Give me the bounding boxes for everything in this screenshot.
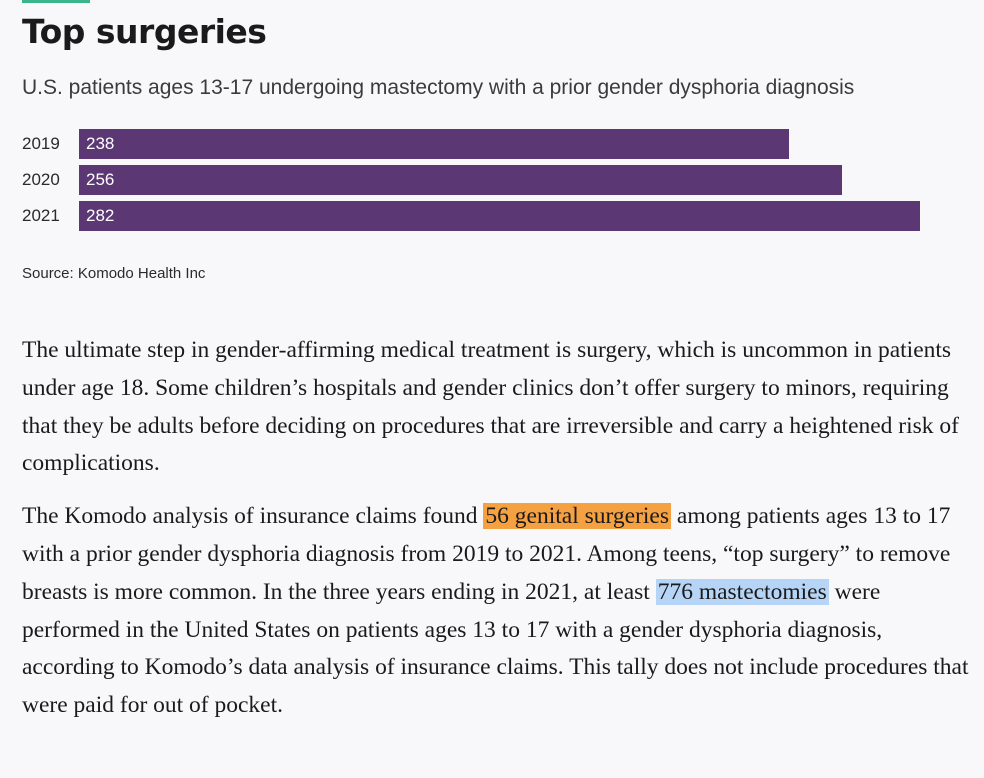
highlight-genital-surgeries: 56 genital surgeries [483,503,672,530]
bar: 256 [79,165,842,195]
bar-value-label: 238 [86,134,115,153]
paragraph-text: among patients ages 13 to 17 with a prio… [22,503,951,605]
article-body: The ultimate step in gender-affirming me… [22,332,972,740]
article-paragraph-1: The ultimate step in gender-affirming me… [22,337,960,477]
bar-category-label: 2020 [22,170,60,189]
bar-category-label: 2021 [22,206,60,225]
bar-row: 2021 282 [22,201,932,231]
bar-row: 2019 238 [22,129,932,159]
bar-value-label: 256 [86,170,115,189]
chart-subtitle: U.S. patients ages 13-17 undergoing mast… [22,76,855,99]
bar: 238 [79,129,789,159]
bar: 282 [79,201,920,231]
accent-rule [22,0,90,3]
bar-value-label: 282 [86,206,115,225]
bar-category-label: 2019 [22,134,60,153]
chart-title: Top surgeries [22,12,267,51]
bar-chart: 2019 238 2020 256 2021 282 [22,129,932,237]
bar-row: 2020 256 [22,165,932,195]
highlight-mastectomies: 776 mastectomies [655,578,829,605]
source-note: Source: Komodo Health Inc [22,265,206,282]
paragraph-text: were performed in the United States on p… [22,578,969,719]
paragraph-text: The Komodo analysis of insurance claims … [22,503,484,530]
article-paragraph-2: The Komodo analysis of insurance claims … [22,498,972,725]
